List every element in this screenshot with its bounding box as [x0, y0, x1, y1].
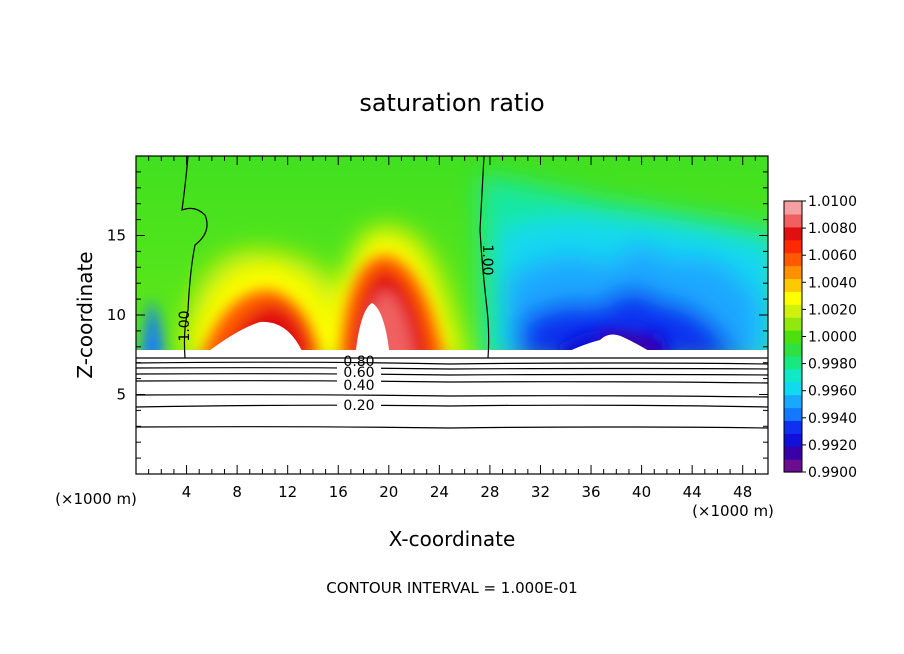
x-tick-label: 24: [430, 483, 449, 501]
colorbar-swatch: [784, 239, 802, 254]
colorbar-label: 0.9960: [808, 384, 857, 400]
x-tick-label: 12: [278, 483, 297, 501]
colorbar-label: 0.9900: [808, 465, 857, 481]
x-tick-label: 32: [531, 483, 550, 501]
y-axis-label: Z-coordinate: [73, 251, 97, 378]
colorbar-swatch: [784, 459, 802, 473]
colorbar-label: 1.0040: [808, 275, 857, 291]
x-unit-left: (×1000 m): [55, 490, 137, 508]
x-tick-label: 28: [480, 483, 499, 501]
colorbar-label: 1.0000: [808, 330, 857, 346]
chart-title: saturation ratio: [359, 89, 544, 117]
x-tick-label: 44: [683, 483, 702, 501]
colorbar-label: 1.0100: [808, 194, 857, 210]
colorbar-swatch: [784, 330, 802, 344]
x-tick-label: 8: [232, 483, 242, 501]
colorbar-swatch: [784, 394, 802, 409]
colorbar-swatch: [784, 304, 802, 318]
x-tick-label: 4: [182, 483, 192, 501]
x-tick-label: 48: [733, 483, 752, 501]
colorbar-swatch: [784, 420, 802, 434]
contour-label-downstream: 1.00: [479, 244, 495, 275]
colorbar-swatch: [784, 201, 802, 215]
x-tick-label: 36: [581, 483, 600, 501]
colorbar-label: 0.9980: [808, 357, 857, 373]
colorbar-swatch: [784, 355, 802, 370]
contour-lines: [136, 156, 768, 429]
colorbar-swatch: [784, 446, 802, 460]
y-tick-label: 15: [107, 227, 126, 245]
colorbar-swatch: [784, 317, 802, 331]
contour-label-upstream: 1.00: [177, 310, 193, 341]
plot-area: 1.00 1.00 0.80 0.60 0.40 0.20: [136, 156, 768, 474]
colorbar-label: 1.0060: [808, 248, 857, 264]
contour-label-020: 0.20: [343, 398, 374, 414]
contour-label-060: 0.60: [343, 365, 374, 381]
contour-labels: 1.00 1.00 0.80 0.60 0.40 0.20: [177, 244, 495, 414]
colorbar-label: 1.0080: [808, 221, 857, 237]
colorbar-swatch: [784, 381, 802, 396]
colorbar-swatch: [784, 278, 802, 292]
contour-label-080: 0.80: [343, 354, 374, 370]
y-tick-label: 5: [116, 386, 126, 404]
colorbar-swatch: [784, 433, 802, 447]
y-tick-label: 10: [107, 306, 126, 324]
colorbar-swatch: [784, 407, 802, 421]
contour-label-040: 0.40: [343, 378, 374, 394]
colorbar-swatch: [784, 291, 802, 305]
dry-region: [480, 175, 768, 362]
colorbar-swatch: [784, 265, 802, 280]
colorbar-swatch: [784, 368, 802, 383]
colorbar-swatch: [784, 213, 802, 228]
colorbar-swatch: [784, 226, 802, 241]
x-tick-label: 20: [379, 483, 398, 501]
colorbar-label: 1.0020: [808, 302, 857, 318]
x-tick-label: 16: [329, 483, 348, 501]
colorbar-label: 0.9940: [808, 411, 857, 427]
colorbar-swatch: [784, 252, 802, 267]
x-tick-label: 40: [632, 483, 651, 501]
colorbar: 1.0100 1.0080 1.0060 1.0040 1.0020 1.0000 0.99…: [783, 194, 857, 481]
colorbar-swatch: [784, 342, 802, 357]
x-unit-right: (×1000 m): [692, 502, 774, 520]
x-axis-label: X-coordinate: [389, 527, 516, 551]
contour-interval-note: CONTOUR INTERVAL = 1.000E-01: [326, 579, 577, 597]
colorbar-label: 0.9920: [808, 438, 857, 454]
